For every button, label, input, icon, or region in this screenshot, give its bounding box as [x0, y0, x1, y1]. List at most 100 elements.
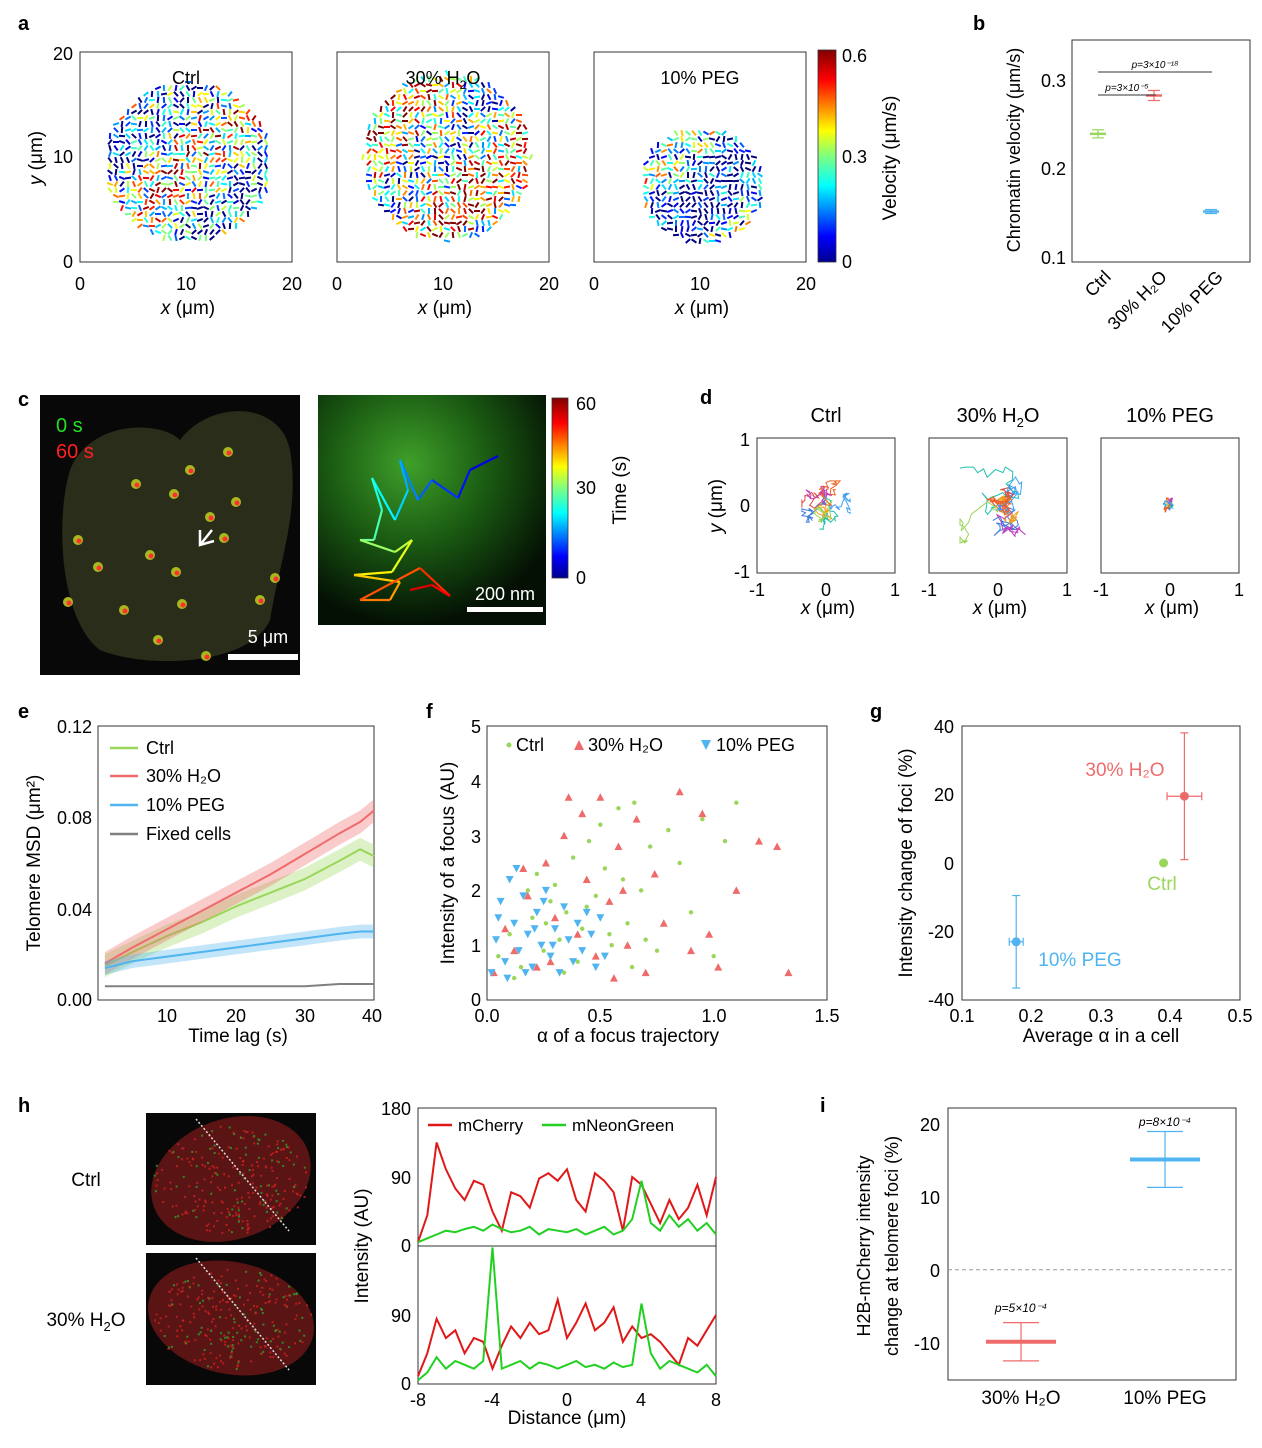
velocity-vector [184, 229, 192, 235]
velocity-vector [708, 155, 716, 159]
velocity-vector [420, 190, 426, 196]
trajectory [996, 476, 1023, 515]
velocity-vector [703, 207, 709, 215]
data-point [629, 964, 635, 970]
velocity-vector [142, 127, 150, 133]
pixel-speckle [221, 1156, 224, 1159]
velocity-vector [515, 154, 523, 160]
pixel-speckle [269, 1351, 272, 1354]
velocity-vector [221, 205, 227, 211]
velocity-vector [186, 216, 190, 224]
velocity-vector [197, 223, 203, 229]
velocity-vector [726, 226, 734, 232]
pixel-speckle [213, 1152, 216, 1155]
velocity-vector [191, 144, 197, 152]
pixel-speckle [156, 1172, 159, 1175]
velocity-vector [161, 217, 167, 223]
velocity-vector [438, 135, 444, 143]
velocity-vector [149, 174, 155, 182]
velocity-vector [124, 170, 132, 174]
velocity-vector [166, 193, 174, 199]
pixel-speckle [265, 1210, 268, 1213]
velocity-vector [228, 186, 232, 194]
velocity-vector [150, 90, 154, 98]
f-xtick-05: 0.5 [587, 1006, 612, 1026]
velocity-vector [384, 195, 390, 203]
velocity-vector [173, 198, 179, 206]
velocity-vector [239, 198, 245, 206]
pixel-speckle [185, 1342, 188, 1345]
velocity-vector [438, 106, 444, 112]
data-point [596, 914, 605, 922]
velocity-vector [732, 197, 740, 201]
velocity-vector [438, 208, 444, 214]
velocity-vector [222, 222, 226, 230]
velocity-vector [244, 170, 252, 174]
data-point [632, 815, 641, 823]
velocity-vector [420, 142, 426, 148]
pixel-speckle [236, 1364, 239, 1367]
velocity-vector [180, 168, 184, 176]
velocity-vector [461, 100, 469, 106]
data-point [616, 806, 621, 811]
velocity-vector [232, 151, 240, 157]
data-point [677, 860, 682, 866]
velocity-vector [220, 182, 228, 186]
velocity-vector [185, 133, 191, 139]
velocity-vector [486, 226, 492, 232]
velocity-vector [257, 157, 263, 163]
velocity-vector [413, 209, 421, 213]
velocity-vector [509, 148, 517, 154]
pixel-speckle [241, 1227, 244, 1230]
velocity-vector [433, 93, 437, 101]
telomere-focus-60s [172, 492, 178, 498]
pixel-speckle [201, 1156, 204, 1159]
pixel-speckle [276, 1345, 279, 1348]
velocity-vector [654, 172, 662, 178]
velocity-vector [173, 162, 179, 170]
velocity-vector [479, 202, 487, 208]
velocity-vector [451, 81, 455, 89]
velocity-vector [473, 197, 481, 201]
data-point [514, 947, 523, 955]
velocity-vector [720, 196, 728, 202]
velocity-vector [245, 109, 251, 115]
velocity-vector [750, 191, 758, 195]
velocity-vector [425, 130, 433, 136]
pixel-speckle [279, 1219, 282, 1222]
pixel-speckle [237, 1209, 240, 1212]
data-point [698, 809, 707, 818]
pixel-speckle [277, 1147, 280, 1150]
velocity-vector [227, 91, 233, 97]
velocity-vector [685, 147, 691, 155]
velocity-vector [202, 224, 210, 228]
data-point [555, 969, 564, 977]
velocity-vector [449, 94, 457, 100]
nucleus-shape [62, 411, 293, 662]
pixel-speckle [244, 1335, 247, 1338]
velocity-vector [704, 213, 708, 221]
velocity-vector [178, 134, 186, 138]
velocity-vector [184, 181, 192, 187]
velocity-vector [666, 221, 674, 225]
velocity-vector [703, 178, 709, 184]
velocity-vector [173, 169, 179, 175]
velocity-vector [402, 196, 408, 202]
velocity-vector [390, 106, 396, 112]
panel-a-title-peg: 10% PEG [660, 68, 739, 88]
velocity-vector [202, 151, 210, 157]
pixel-speckle [226, 1345, 229, 1348]
velocity-vector [414, 99, 420, 107]
velocity-vector [523, 165, 527, 173]
d1-xtick-1: 1 [890, 580, 900, 600]
velocity-vector [172, 115, 180, 121]
pixel-speckle [282, 1164, 285, 1167]
pixel-speckle [224, 1340, 227, 1343]
velocity-vector [696, 227, 704, 231]
velocity-vector [408, 220, 414, 226]
velocity-vector [167, 103, 173, 109]
velocity-vector [390, 201, 396, 209]
velocity-vector [215, 115, 221, 121]
data-point [700, 816, 705, 822]
velocity-vector [125, 156, 131, 164]
